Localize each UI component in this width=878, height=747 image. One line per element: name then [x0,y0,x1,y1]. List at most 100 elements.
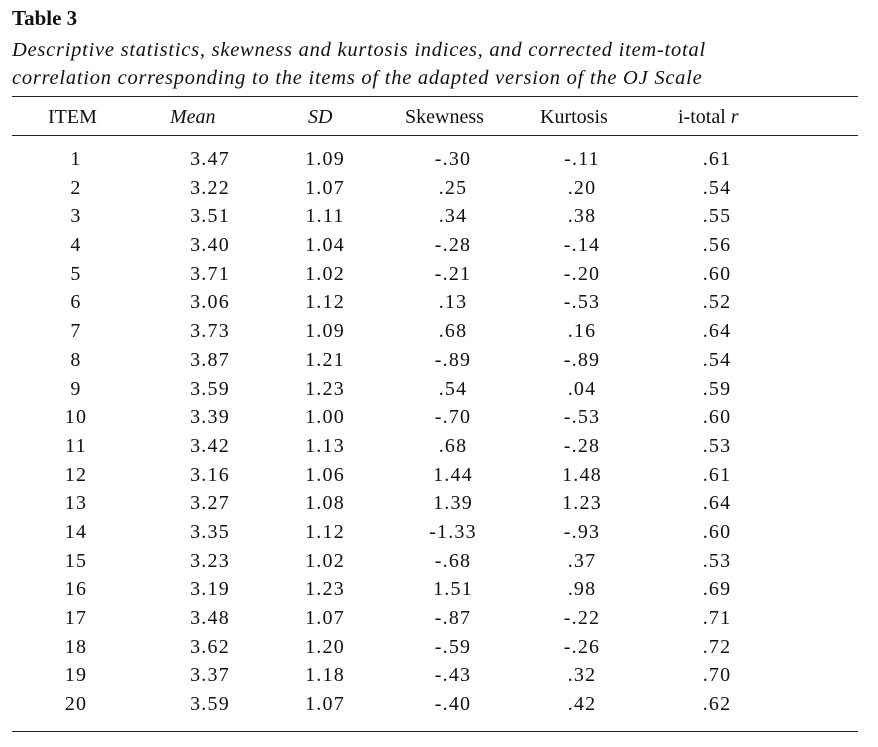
table-caption: Descriptive statistics, skewness and kur… [12,36,872,92]
cell-skewness: -.30 [434,148,472,170]
cell-kurtosis: .37 [567,549,597,572]
cell-kurtosis: -.11 [564,148,600,170]
cell-skewness: .34 [438,205,468,228]
cell-kurtosis: .20 [567,176,597,199]
header-kurtosis: Kurtosis [540,106,608,128]
cell-sd: 1.12 [305,291,345,314]
cell-skewness: .13 [438,291,468,314]
cell-mean: 3.35 [190,520,230,543]
table-row: 5 3.71 1.02 -.21 -.20 .60 [12,260,858,289]
cell-item-total-r: .69 [702,578,732,601]
cell-skewness: .54 [438,377,468,400]
cell-mean: 3.22 [190,176,230,199]
cell-mean: 3.39 [190,406,230,429]
cell-item: 17 [64,607,88,629]
cell-sd: 1.08 [305,492,345,515]
header-skewness: Skewness [405,106,484,128]
cell-mean: 3.87 [190,348,230,371]
cell-item-total-r: .61 [702,148,732,170]
table-row: 7 3.73 1.09 .68 .16 .64 [12,317,858,346]
cell-item: 6 [70,291,82,314]
cell-item-total-r: .53 [702,434,732,457]
cell-kurtosis: -.89 [563,348,601,371]
cell-kurtosis: -.28 [563,434,601,457]
header-item-total-prefix: i-total [678,106,731,128]
cell-mean: 3.62 [190,635,230,658]
header-rule [12,135,858,136]
cell-item: 1 [70,148,82,170]
cell-item-total-r: .71 [702,607,732,629]
cell-item: 7 [70,320,82,343]
cell-skewness: -.68 [434,549,472,572]
cell-item: 10 [64,406,88,429]
table-row: 4 3.40 1.04 -.28 -.14 .56 [12,231,858,260]
cell-item: 3 [70,205,82,228]
cell-kurtosis: -.22 [563,607,601,629]
table-row: 14 3.35 1.12 -1.33 -.93 .60 [12,518,858,547]
cell-item: 4 [70,234,82,257]
table-header-row: ITEM Mean SD Skewness Kurtosis i-total r [12,103,858,131]
cell-item: 11 [65,434,87,457]
bottom-rule [12,731,858,732]
cell-mean: 3.27 [190,492,230,515]
cell-kurtosis: -.93 [563,520,601,543]
cell-mean: 3.23 [190,549,230,572]
cell-skewness: -.70 [434,406,472,429]
cell-kurtosis: 1.48 [562,463,602,486]
table-row: 17 3.48 1.07 -.87 -.22 .71 [12,604,858,633]
cell-item-total-r: .64 [702,492,732,515]
cell-item: 13 [64,492,88,515]
cell-item-total-r: .62 [702,693,732,716]
cell-sd: 1.09 [305,148,345,170]
cell-skewness: 1.39 [433,492,473,515]
cell-item-total-r: .60 [702,406,732,429]
cell-sd: 1.06 [305,463,345,486]
cell-kurtosis: .04 [567,377,597,400]
cell-skewness: -1.33 [429,520,477,543]
table-row: 20 3.59 1.07 -.40 .42 .62 [12,690,858,719]
table-row: 12 3.16 1.06 1.44 1.48 .61 [12,461,858,490]
cell-item: 15 [64,549,88,572]
cell-item-total-r: .60 [702,262,732,285]
cell-sd: 1.02 [305,262,345,285]
header-sd: SD [308,106,333,128]
table-row: 16 3.19 1.23 1.51 .98 .69 [12,575,858,604]
cell-item-total-r: .55 [702,205,732,228]
cell-kurtosis: .38 [567,205,597,228]
cell-skewness: -.43 [434,664,472,687]
cell-sd: 1.12 [305,520,345,543]
cell-kurtosis: -.53 [563,291,601,314]
cell-item-total-r: .53 [702,549,732,572]
table-row: 9 3.59 1.23 .54 .04 .59 [12,375,858,404]
cell-skewness: .68 [438,434,468,457]
cell-sd: 1.09 [305,320,345,343]
cell-sd: 1.18 [305,664,345,687]
header-item-total-r: i-total r [678,103,739,131]
cell-mean: 3.59 [190,377,230,400]
top-rule [12,96,858,97]
cell-sd: 1.23 [305,578,345,601]
cell-mean: 3.59 [190,693,230,716]
table-row: 8 3.87 1.21 -.89 -.89 .54 [12,346,858,375]
caption-line: correlation corresponding to the items o… [12,67,703,89]
cell-mean: 3.40 [190,234,230,257]
cell-sd: 1.07 [305,693,345,716]
cell-item-total-r: .61 [702,463,732,486]
table-row: 1 3.47 1.09 -.30 -.11 .61 [12,145,858,174]
cell-item: 14 [64,520,88,543]
cell-item: 16 [64,578,88,601]
cell-item-total-r: .64 [702,320,732,343]
table-row: 13 3.27 1.08 1.39 1.23 .64 [12,489,858,518]
cell-sd: 1.04 [305,234,345,257]
table-body: 1 3.47 1.09 -.30 -.11.61 2 3.22 1.07.25.20.54 3 3… [12,145,858,719]
cell-sd: 1.00 [305,406,345,429]
cell-skewness: -.21 [434,262,472,285]
cell-mean: 3.19 [190,578,230,601]
cell-mean: 3.42 [190,434,230,457]
cell-sd: 1.20 [305,635,345,658]
table-row: 2 3.22 1.07 .25 .20 .54 [12,174,858,203]
cell-sd: 1.21 [305,348,345,371]
cell-item-total-r: .54 [702,176,732,199]
cell-sd: 1.11 [305,205,345,228]
header-item: ITEM [48,106,97,128]
